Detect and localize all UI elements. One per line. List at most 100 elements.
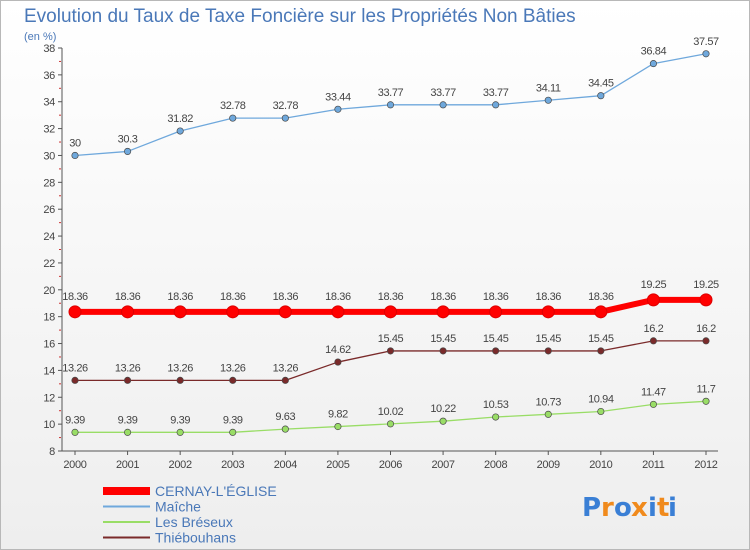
data-label: 19.25	[641, 279, 667, 291]
data-label: 18.36	[378, 291, 404, 303]
data-point	[386, 347, 395, 355]
data-label: 33.44	[325, 91, 351, 103]
data-point	[281, 425, 289, 433]
series-group: 13.26 13.26 13.26 13.26 13.26 14.62 15.45 15.45…	[62, 323, 717, 384]
data-point	[334, 105, 342, 113]
data-label: 11.47	[641, 386, 666, 398]
data-label: 15.45	[378, 333, 404, 345]
chart-subtitle: (en %)	[24, 31, 56, 43]
data-label: 10.53	[483, 399, 509, 411]
x-tick-label: 2001	[116, 459, 139, 471]
data-point	[489, 305, 503, 319]
logo-letter: o	[614, 493, 632, 523]
series-line	[74, 340, 707, 381]
data-label: 18.36	[62, 291, 88, 303]
data-point	[384, 305, 397, 319]
data-label: 31.82	[167, 113, 193, 125]
data-label: 13.26	[115, 362, 141, 374]
data-point	[649, 337, 657, 345]
data-label: 33.77	[483, 87, 509, 99]
data-point	[281, 114, 289, 122]
y-tick-label: 14	[43, 365, 55, 377]
data-point	[646, 293, 660, 307]
logo-letter: x	[631, 493, 648, 523]
y-tick-label: 36	[43, 70, 55, 82]
data-label: 30.3	[118, 133, 138, 145]
data-label: 10.73	[535, 396, 561, 408]
series-group: 30 30.3 31.82 32.78 32.78 33.44 33.77 33.77 33.7…	[69, 36, 719, 160]
logo-letter: r	[601, 493, 614, 523]
y-tick-label: 8	[49, 446, 55, 458]
x-tick-label: 2005	[326, 459, 349, 471]
x-tick-label: 2002	[169, 459, 192, 471]
data-label: 34.45	[588, 78, 614, 90]
data-point	[649, 400, 657, 408]
data-point	[702, 50, 710, 58]
data-label: 10.02	[378, 406, 404, 418]
x-tick-label: 2011	[642, 459, 665, 471]
data-point	[71, 376, 79, 384]
data-label: 10.94	[588, 394, 614, 406]
data-point	[492, 347, 500, 355]
data-label: 15.45	[535, 333, 561, 345]
data-label: 16.2	[696, 323, 716, 335]
data-point	[124, 376, 132, 384]
y-tick-label: 10	[43, 419, 55, 431]
data-point	[226, 305, 240, 319]
x-tick-label: 2007	[431, 459, 454, 471]
y-tick-label: 18	[43, 312, 55, 324]
data-point	[386, 101, 395, 109]
data-point	[544, 96, 552, 104]
x-tick-label: 2012	[694, 459, 717, 471]
data-point	[492, 413, 500, 421]
y-tick-label: 12	[43, 392, 55, 404]
data-point	[124, 147, 132, 155]
data-label: 18.36	[167, 291, 193, 303]
data-point	[597, 92, 605, 100]
data-point	[699, 293, 713, 307]
data-point	[436, 305, 450, 319]
legend-label: Les Bréseux	[155, 514, 233, 530]
data-label: 18.36	[220, 291, 246, 303]
data-point	[173, 305, 187, 319]
x-tick-label: 2004	[274, 459, 297, 471]
x-tick-label: 2006	[379, 459, 402, 471]
data-point	[334, 358, 342, 366]
data-point	[229, 428, 237, 436]
y-tick-label: 26	[43, 204, 55, 216]
data-point	[439, 101, 447, 109]
data-label: 18.36	[483, 291, 509, 303]
data-label: 18.36	[325, 291, 351, 303]
data-label: 18.36	[273, 291, 299, 303]
data-point	[702, 337, 710, 345]
data-point	[176, 376, 184, 384]
data-point	[594, 305, 608, 319]
data-point	[229, 114, 237, 122]
data-label: 18.36	[115, 291, 141, 303]
axes: 8 10 12 14 16 18 20 22 24 26 28 30 32 34 36 38 2000 2001 2…	[43, 43, 718, 471]
data-point	[334, 423, 342, 431]
data-point	[386, 420, 395, 428]
y-tick-label: 16	[43, 339, 55, 351]
legend-label: CERNAY-L'ÉGLISE	[155, 483, 277, 499]
series-layer: 30 30.3 31.82 32.78 32.78 33.44 33.77 33.77 33.7…	[62, 36, 719, 436]
data-point	[176, 428, 184, 436]
series-group: 9.39 9.39 9.39 9.39 9.63 9.82 10.02 10.22 10.53 1…	[65, 383, 716, 436]
data-point	[544, 347, 552, 355]
data-point	[68, 305, 82, 319]
logo-letter: t	[657, 493, 669, 523]
x-tick-label: 2000	[63, 459, 86, 471]
data-point	[71, 428, 79, 436]
data-point	[71, 151, 79, 160]
data-label: 13.26	[273, 362, 299, 374]
x-tick-label: 2003	[221, 459, 244, 471]
data-point	[439, 417, 447, 425]
logo-letter: i	[648, 493, 657, 523]
data-point	[281, 376, 289, 384]
data-label: 9.63	[275, 411, 295, 423]
logo-letter: i	[668, 493, 677, 523]
data-label: 10.22	[430, 403, 456, 415]
data-label: 15.45	[430, 333, 456, 345]
data-label: 9.39	[118, 414, 138, 426]
